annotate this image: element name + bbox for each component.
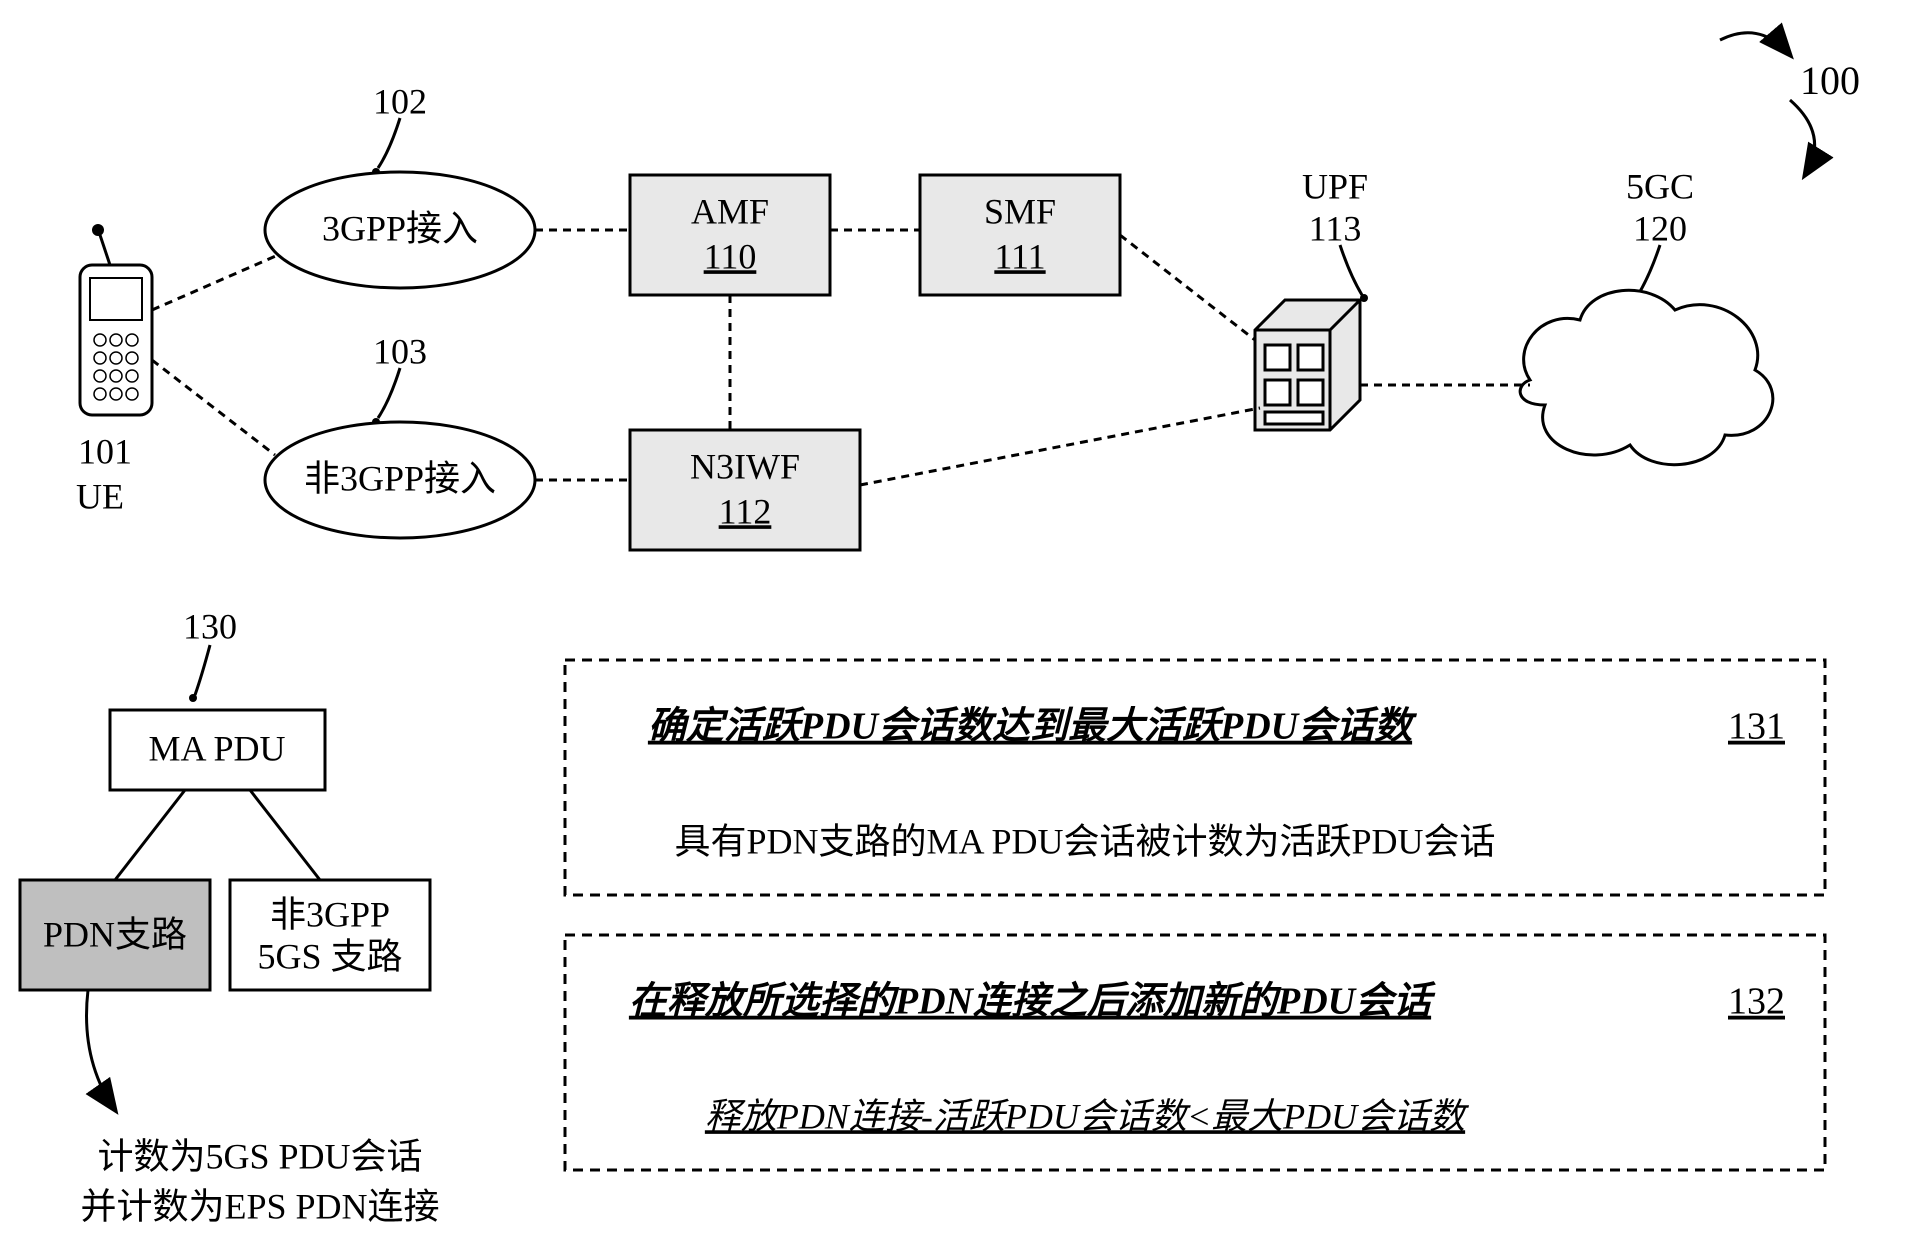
box-132-body: 释放PDN连接-活跃PDU会话数<最大PDU会话数 — [705, 1096, 1469, 1136]
ue-label: UE — [76, 476, 124, 516]
amf-ref: 110 — [704, 236, 757, 276]
smf-node: SMF 111 — [920, 175, 1120, 295]
upf-node: UPF 113 — [1255, 166, 1368, 430]
tree-ref: 130 — [183, 606, 237, 646]
box-131: 确定活跃PDU会话数达到最大活跃PDU会话数 131 具有PDN支路的MA PD… — [565, 660, 1825, 895]
figure-ref-label: 100 — [1800, 58, 1860, 103]
fgc-ref: 120 — [1633, 208, 1687, 248]
ma-pdu-tree: 130 MA PDU PDN支路 非3GPP 5GS 支路 计数为5GS PDU… — [20, 606, 440, 1226]
tree-footer1: 计数为5GS PDU会话 — [97, 1136, 422, 1176]
access-non3gpp-ref: 103 — [373, 331, 427, 371]
non3gpp-branch-label2: 5GS 支路 — [257, 936, 402, 976]
non3gpp-branch-label1: 非3GPP — [270, 894, 390, 934]
ue-ref: 101 — [78, 431, 132, 471]
access-3gpp-ref: 102 — [373, 81, 427, 121]
upf-label: UPF — [1302, 166, 1368, 206]
upf-ref: 113 — [1309, 208, 1362, 248]
figure-ref: 100 — [1720, 33, 1860, 175]
access-non3gpp-node: 103 非3GPP接入 — [265, 331, 535, 538]
ue-node: 101 UE — [76, 224, 152, 516]
ma-pdu-root-label: MA PDU — [148, 728, 285, 768]
tree-footer2: 并计数为EPS PDN连接 — [80, 1186, 439, 1226]
box-132-ref: 132 — [1728, 981, 1785, 1023]
smf-ref: 111 — [994, 236, 1045, 276]
box-131-ref: 131 — [1728, 706, 1785, 748]
pdn-branch-label: PDN支路 — [43, 914, 187, 954]
access-3gpp-node: 102 3GPP接入 — [265, 81, 535, 288]
n3iwf-ref: 112 — [719, 491, 772, 531]
fgc-node: 5GC 120 — [1520, 166, 1773, 464]
box-132: 在释放所选择的PDN连接之后添加新的PDU会话 132 释放PDN连接-活跃PD… — [565, 935, 1825, 1170]
n3iwf-label: N3IWF — [690, 446, 800, 486]
access-3gpp-label: 3GPP接入 — [322, 208, 478, 248]
smf-label: SMF — [984, 191, 1056, 231]
amf-label: AMF — [691, 191, 769, 231]
fgc-label: 5GC — [1626, 166, 1694, 206]
access-non3gpp-label: 非3GPP接入 — [304, 458, 496, 498]
amf-node: AMF 110 — [630, 175, 830, 295]
box-131-title: 确定活跃PDU会话数达到最大活跃PDU会话数 — [648, 706, 1417, 748]
box-131-body: 具有PDN支路的MA PDU会话被计数为活跃PDU会话 — [674, 821, 1495, 861]
box-132-title: 在释放所选择的PDN连接之后添加新的PDU会话 — [629, 981, 1436, 1023]
n3iwf-node: N3IWF 112 — [630, 430, 860, 550]
